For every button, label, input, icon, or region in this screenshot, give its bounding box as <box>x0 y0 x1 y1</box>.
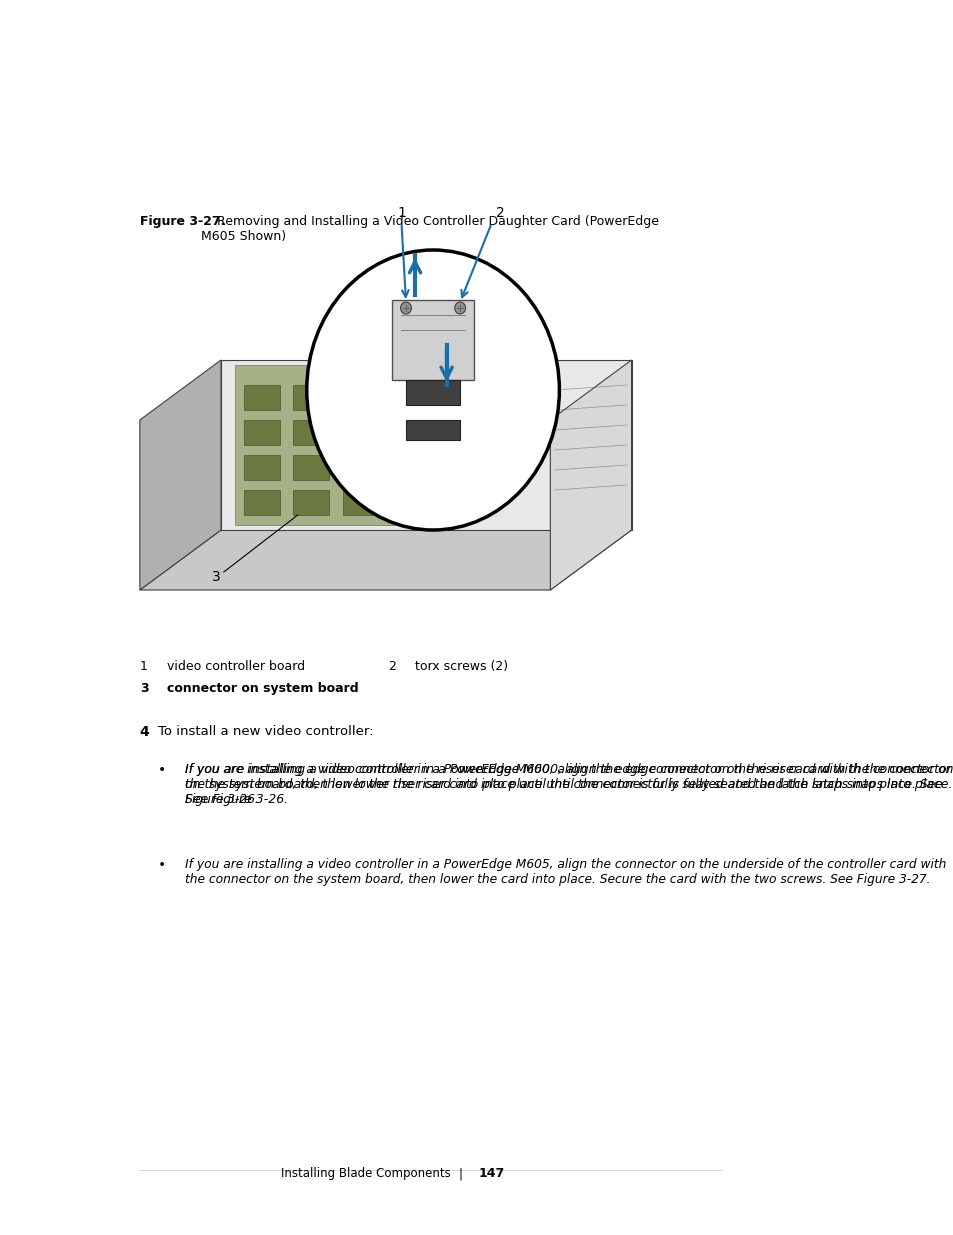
Text: Removing and Installing a Video Controller Daughter Card (PowerEdge
M605 Shown): Removing and Installing a Video Controll… <box>201 215 659 243</box>
Bar <box>342 490 378 515</box>
Text: 1: 1 <box>140 659 148 673</box>
Bar <box>392 300 474 380</box>
Text: •: • <box>158 858 166 872</box>
Text: 147: 147 <box>477 1167 504 1179</box>
Bar <box>406 420 459 440</box>
Text: If you are installing a video controller in a PowerEdge M600, align the edge con: If you are installing a video controller… <box>185 763 952 806</box>
Text: video controller board: video controller board <box>167 659 305 673</box>
Polygon shape <box>221 359 631 530</box>
Text: 3: 3 <box>212 571 221 584</box>
Text: 2: 2 <box>496 206 504 220</box>
Text: 3: 3 <box>140 682 149 695</box>
Bar <box>293 420 329 445</box>
Polygon shape <box>550 359 631 590</box>
Bar <box>293 454 329 480</box>
Text: 2: 2 <box>388 659 395 673</box>
Text: Installing Blade Components: Installing Blade Components <box>281 1167 451 1179</box>
Bar <box>406 380 459 405</box>
Bar <box>342 420 378 445</box>
Text: 1: 1 <box>396 206 406 220</box>
Text: connector on system board: connector on system board <box>167 682 358 695</box>
Text: |: | <box>457 1167 461 1179</box>
Polygon shape <box>140 359 221 590</box>
Polygon shape <box>140 530 631 590</box>
Circle shape <box>400 303 411 314</box>
Text: If you are installing a video controller in a PowerEdge M605, align the connecto: If you are installing a video controller… <box>185 858 945 885</box>
Text: If you are installing a video controller in a PowerEdge M600, align the edge con: If you are installing a video controller… <box>185 763 951 806</box>
Text: 4: 4 <box>140 725 150 739</box>
Circle shape <box>455 303 465 314</box>
Text: To install a new video controller:: To install a new video controller: <box>158 725 373 739</box>
Bar <box>293 385 329 410</box>
Bar <box>243 454 279 480</box>
Text: Figure 3-27.: Figure 3-27. <box>140 215 225 228</box>
Bar <box>243 385 279 410</box>
Bar <box>342 454 378 480</box>
Polygon shape <box>234 366 406 525</box>
Circle shape <box>307 249 558 530</box>
Bar <box>342 385 378 410</box>
Text: torx screws (2): torx screws (2) <box>415 659 508 673</box>
Text: •: • <box>158 763 166 777</box>
Bar <box>293 490 329 515</box>
Bar <box>243 490 279 515</box>
Bar <box>243 420 279 445</box>
